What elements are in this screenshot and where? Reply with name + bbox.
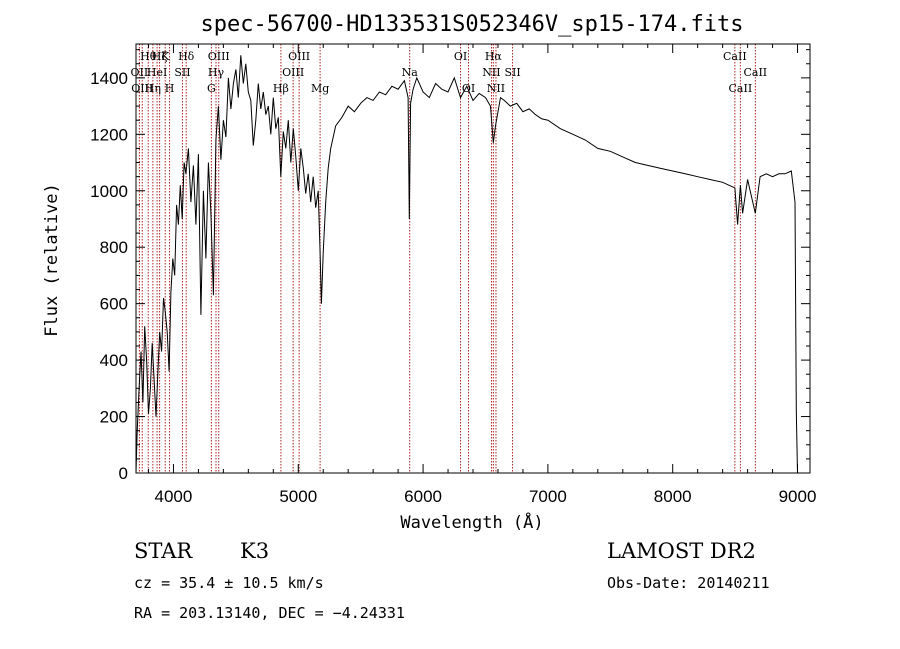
line-markers bbox=[138, 44, 756, 473]
line-label: Hα bbox=[485, 50, 503, 63]
line-label: OIII bbox=[208, 50, 230, 63]
x-tick-label: 7000 bbox=[529, 487, 567, 506]
line-label: OI bbox=[462, 82, 475, 95]
x-axis-label: Wavelength (Å) bbox=[400, 511, 543, 533]
y-tick-label: 200 bbox=[100, 408, 128, 427]
y-tick-label: 0 bbox=[119, 464, 128, 483]
y-axis: 0 200 400 600 800 1000 1200 1400 bbox=[90, 49, 810, 483]
coordinates-readout: RA = 203.13140, DEC = −4.24331 bbox=[134, 604, 405, 622]
x-tick-label: 5000 bbox=[279, 487, 317, 506]
line-label: CaII bbox=[729, 82, 753, 95]
line-label: Mg bbox=[311, 82, 329, 95]
line-label: HeI bbox=[147, 66, 167, 79]
line-label: OIII bbox=[282, 66, 304, 79]
chart-title: spec-56700-HD133531S052346V_sp15-174.fit… bbox=[200, 12, 743, 37]
y-tick-label: 1200 bbox=[90, 125, 128, 144]
x-tick-label: 9000 bbox=[779, 487, 817, 506]
spectrum-line bbox=[135, 55, 798, 474]
line-label: Hη bbox=[145, 82, 161, 95]
line-label: Hγ bbox=[208, 66, 225, 79]
survey-label: LAMOST DR2 bbox=[607, 539, 756, 563]
line-label: Hβ bbox=[273, 82, 289, 95]
x-tick-label: 6000 bbox=[404, 487, 442, 506]
line-label: OI bbox=[454, 50, 467, 63]
y-tick-label: 1000 bbox=[90, 182, 128, 201]
object-type: STAR bbox=[134, 539, 193, 563]
line-label: NII bbox=[482, 66, 500, 79]
line-label: SII bbox=[174, 66, 190, 79]
y-tick-label: 600 bbox=[100, 295, 128, 314]
line-label: H bbox=[165, 82, 175, 95]
y-tick-label: 800 bbox=[100, 238, 128, 257]
line-label: Hζ bbox=[152, 50, 168, 63]
line-labels: OII OIII Hθ Hη HeI HζK H SII Hδ G Hγ OIII Hβ OIII OIII… bbox=[131, 50, 768, 95]
line-label: Hδ bbox=[178, 50, 195, 63]
object-subclass: K3 bbox=[240, 539, 270, 563]
spectrum-chart: spec-56700-HD133531S052346V_sp15-174.fit… bbox=[42, 12, 817, 533]
observation-date: Obs-Date: 20140211 bbox=[607, 574, 770, 592]
line-label: OII bbox=[131, 66, 149, 79]
x-tick-label: 4000 bbox=[155, 487, 193, 506]
line-label: K bbox=[161, 50, 170, 63]
line-label: NII bbox=[487, 82, 505, 95]
line-label: OIII bbox=[288, 50, 310, 63]
line-label: CaII bbox=[723, 50, 747, 63]
redshift-readout: cz = 35.4 ± 10.5 km/s bbox=[134, 574, 324, 592]
line-label: Na bbox=[402, 66, 419, 79]
y-axis-label: Flux (relative) bbox=[42, 183, 62, 337]
y-tick-label: 400 bbox=[100, 351, 128, 370]
line-label: CaII bbox=[743, 66, 767, 79]
line-label: G bbox=[207, 82, 216, 95]
x-tick-label: 8000 bbox=[654, 487, 692, 506]
y-tick-label: 1400 bbox=[90, 69, 128, 88]
line-label: OIII bbox=[131, 82, 153, 95]
line-label: SII bbox=[504, 66, 520, 79]
x-axis: 4000 5000 6000 7000 8000 9000 bbox=[147, 44, 817, 506]
line-label: Hθ bbox=[140, 50, 157, 63]
plot-frame bbox=[135, 43, 811, 474]
